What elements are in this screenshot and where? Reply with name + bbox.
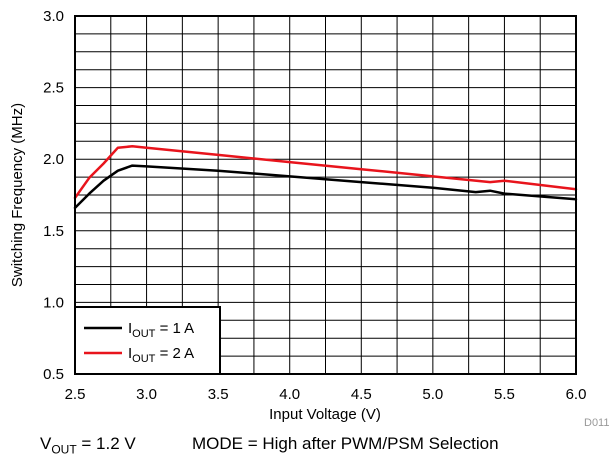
x-tick-label: 3.0 — [136, 386, 157, 403]
series-line-iout-1a — [73, 164, 578, 210]
caption-vout-rest: = 1.2 V — [76, 434, 136, 453]
y-tick-label: 0.5 — [43, 366, 64, 383]
figure-id: D011 — [584, 417, 609, 429]
series-line-iout-2a — [73, 145, 578, 200]
series-lines — [73, 145, 578, 210]
caption-mode: MODE = High after PWM/PSM Selection — [192, 434, 499, 453]
y-tick-label: 1.0 — [43, 294, 64, 311]
y-tick-label: 1.5 — [43, 223, 64, 240]
legend-box — [74, 306, 221, 375]
x-tick-label: 5.0 — [422, 386, 443, 403]
legend-label-iout-1a: IOUT = 1 A — [128, 320, 194, 340]
x-tick-label: 5.5 — [494, 386, 515, 403]
x-tick-label: 3.5 — [208, 386, 229, 403]
x-tick-label: 6.0 — [566, 386, 587, 403]
y-axis-title: Switching Frequency (MHz) — [9, 103, 26, 287]
x-axis-title: Input Voltage (V) — [269, 406, 381, 423]
grid — [75, 16, 576, 374]
x-tick-label: 2.5 — [65, 386, 86, 403]
caption-vout-sub: OUT — [51, 442, 77, 457]
caption-vout: VOUT = 1.2 V — [40, 434, 136, 456]
plot-frame — [74, 15, 577, 375]
y-tick-labels: 0.5 1.0 1.5 2.0 2.5 3.0 — [43, 8, 64, 383]
y-tick-label: 2.0 — [43, 151, 64, 168]
y-tick-label: 3.0 — [43, 8, 64, 25]
x-tick-label: 4.0 — [279, 386, 300, 403]
legend-label-iout-2a: IOUT = 2 A — [128, 345, 194, 365]
legend: IOUT = 1 A IOUT = 2 A — [74, 306, 221, 375]
caption-vout-main: V — [40, 434, 52, 453]
x-tick-labels: 2.5 3.0 3.5 4.0 4.5 5.0 5.5 6.0 — [65, 386, 587, 403]
y-tick-label: 2.5 — [43, 80, 64, 97]
x-tick-label: 4.5 — [351, 386, 372, 403]
